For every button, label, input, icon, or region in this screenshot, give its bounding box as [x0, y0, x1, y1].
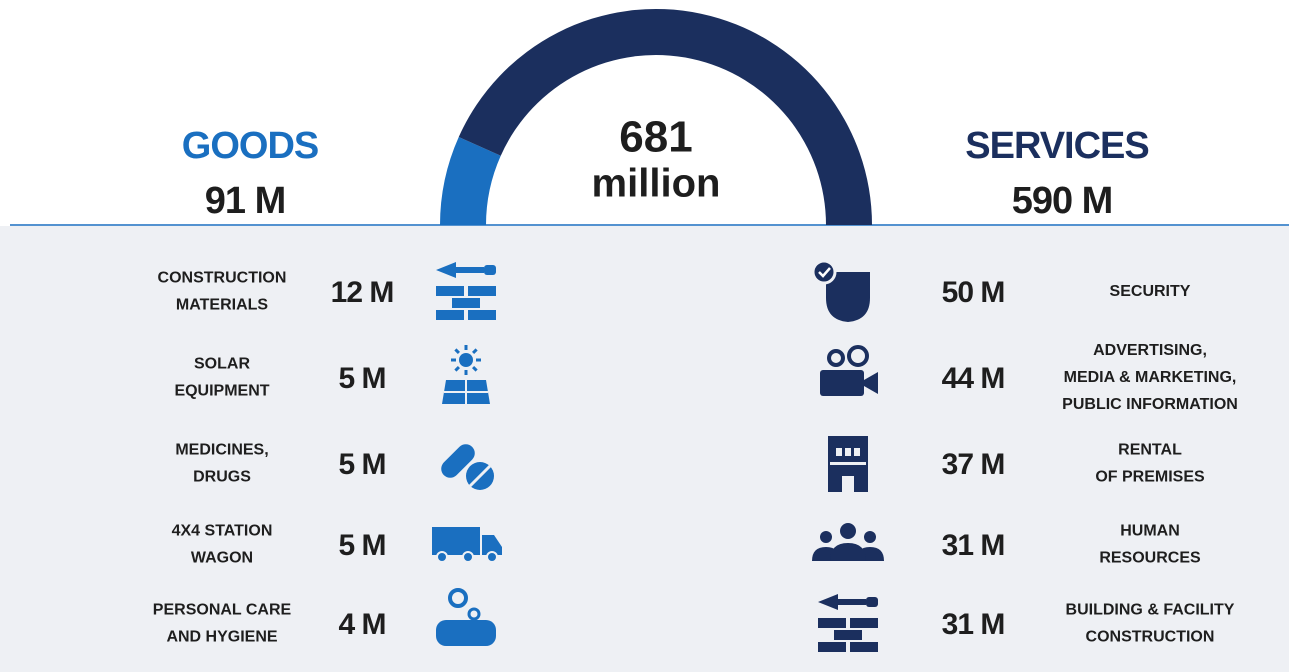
item-label: WAGON: [191, 550, 253, 567]
icon-part: [482, 535, 502, 555]
item-value: 5 M: [338, 362, 385, 395]
icon-part: [486, 551, 498, 563]
item-icon: [441, 444, 494, 490]
item-label: DRUGS: [193, 469, 251, 486]
icon-part: [864, 531, 876, 543]
icon-part: [454, 348, 460, 354]
icon-part: [432, 527, 480, 555]
icon-part: [472, 348, 478, 354]
icon-part: [818, 642, 846, 652]
item-icon: [436, 588, 496, 646]
services-title: SERVICES: [965, 125, 1148, 167]
item-label: OF PREMISES: [1095, 469, 1205, 486]
icon-part: [830, 543, 866, 561]
icon-part: [842, 476, 854, 492]
item-value: 50 M: [942, 276, 1005, 309]
item-value: 5 M: [338, 529, 385, 562]
goods-title: GOODS: [182, 125, 318, 167]
icon-part: [459, 353, 473, 367]
icon-part: [448, 588, 468, 608]
icon-part: [462, 551, 474, 563]
item-value: 12 M: [331, 276, 394, 309]
item-value: 44 M: [942, 362, 1005, 395]
item-icon: [812, 523, 884, 561]
item-icon: [820, 345, 878, 396]
services-arc: [458, 9, 872, 226]
item-label: PUBLIC INFORMATION: [1062, 396, 1238, 413]
item-label: PERSONAL CARE: [153, 602, 292, 619]
icon-part: [850, 618, 878, 628]
item-icon: [818, 594, 878, 652]
item-value: 31 M: [942, 529, 1005, 562]
icon-part: [456, 267, 484, 273]
goods-total: 91 M: [205, 180, 285, 222]
icon-part: [468, 286, 496, 296]
icon-part: [436, 262, 456, 278]
item-value: 5 M: [338, 448, 385, 481]
icon-part: [436, 286, 464, 296]
lower-panel: [0, 226, 1289, 672]
icon-part: [820, 531, 832, 543]
item-label: RENTAL: [1118, 442, 1182, 459]
icon-part: [834, 630, 862, 640]
item-label: MEDIA & MARKETING,: [1064, 369, 1237, 386]
item-label: 4X4 STATION: [172, 523, 273, 540]
icon-part: [845, 448, 851, 456]
total-unit: million: [592, 162, 721, 206]
icon-part: [838, 599, 866, 605]
icon-part: [830, 462, 866, 465]
icon-part: [820, 370, 864, 396]
icon-part: [850, 642, 878, 652]
item-value: 37 M: [942, 448, 1005, 481]
item-label: RESOURCES: [1099, 550, 1201, 567]
total-value: 681: [619, 113, 692, 162]
icon-part: [847, 345, 869, 367]
services-total: 590 M: [1012, 180, 1113, 222]
item-label: HUMAN: [1120, 523, 1180, 540]
item-label: SOLAR: [194, 356, 250, 373]
item-icon: [432, 527, 502, 563]
icon-part: [468, 310, 496, 320]
item-label: AND HYGIENE: [166, 629, 277, 646]
icon-part: [436, 551, 448, 563]
icon-part: [467, 607, 481, 621]
icon-part: [840, 523, 856, 539]
item-label: CONSTRUCTION: [1086, 629, 1215, 646]
item-value: 31 M: [942, 608, 1005, 641]
item-label: CONSTRUCTION: [158, 270, 287, 287]
icon-part: [441, 444, 475, 478]
item-icon: [442, 345, 490, 404]
item-label: MEDICINES,: [175, 442, 268, 459]
icon-part: [866, 597, 878, 607]
icon-part: [468, 464, 492, 488]
icon-part: [827, 349, 845, 367]
icon-part: [472, 366, 478, 372]
icon-part: [454, 366, 460, 372]
item-label: MATERIALS: [176, 297, 268, 314]
icon-part: [436, 310, 464, 320]
icon-part: [436, 620, 496, 646]
icon-part: [864, 372, 878, 394]
icon-part: [484, 265, 496, 275]
item-label: ADVERTISING,: [1093, 342, 1207, 359]
item-label: SECURITY: [1110, 283, 1191, 300]
item-label: BUILDING & FACILITY: [1066, 602, 1235, 619]
icon-part: [836, 448, 842, 456]
goods-arc: [440, 136, 501, 225]
item-icon: [436, 262, 496, 320]
item-icon: [828, 436, 868, 492]
item-label: EQUIPMENT: [174, 383, 269, 400]
icon-part: [818, 594, 838, 610]
item-value: 4 M: [338, 608, 385, 641]
icon-part: [811, 259, 837, 285]
icon-part: [818, 267, 831, 278]
icon-part: [452, 298, 480, 308]
icon-part: [826, 272, 870, 322]
icon-part: [818, 618, 846, 628]
item-icon: [811, 259, 870, 322]
icon-part: [854, 448, 860, 456]
